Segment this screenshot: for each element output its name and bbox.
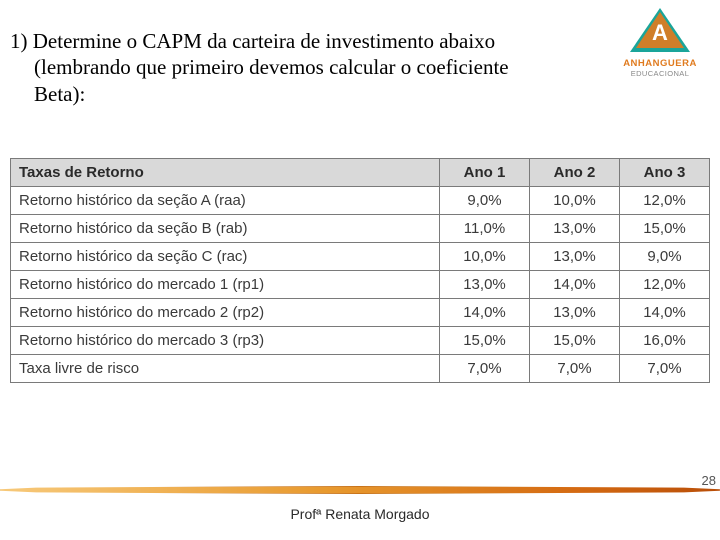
logo: A ANHANGUERA EDUCACIONAL <box>610 8 710 78</box>
question-line2: (lembrando que primeiro devemos calcular… <box>10 54 580 80</box>
row-ano2: 13,0% <box>530 299 620 327</box>
row-label: Retorno histórico do mercado 2 (rp2) <box>11 299 440 327</box>
row-ano2: 10,0% <box>530 187 620 215</box>
page-number: 28 <box>702 473 716 488</box>
logo-mark-icon: A <box>630 8 690 56</box>
row-ano3: 12,0% <box>620 271 710 299</box>
row-label: Retorno histórico da seção A (raa) <box>11 187 440 215</box>
row-ano1: 13,0% <box>440 271 530 299</box>
table-row: Retorno histórico do mercado 3 (rp3)15,0… <box>11 327 710 355</box>
row-ano1: 10,0% <box>440 243 530 271</box>
table-row: Taxa livre de risco7,0%7,0%7,0% <box>11 355 710 383</box>
logo-brand: ANHANGUERA <box>610 58 710 69</box>
footer-divider <box>0 486 720 494</box>
question-line1: 1) Determine o CAPM da carteira de inves… <box>10 29 495 53</box>
col-header-ano3: Ano 3 <box>620 159 710 187</box>
logo-sub: EDUCACIONAL <box>610 69 710 78</box>
row-ano3: 7,0% <box>620 355 710 383</box>
row-ano1: 7,0% <box>440 355 530 383</box>
question-text: 1) Determine o CAPM da carteira de inves… <box>10 28 580 107</box>
row-ano2: 15,0% <box>530 327 620 355</box>
data-table: Taxas de Retorno Ano 1 Ano 2 Ano 3 Retor… <box>10 158 710 383</box>
row-ano2: 13,0% <box>530 243 620 271</box>
row-ano1: 15,0% <box>440 327 530 355</box>
row-ano2: 7,0% <box>530 355 620 383</box>
row-ano3: 14,0% <box>620 299 710 327</box>
row-ano1: 14,0% <box>440 299 530 327</box>
col-header-label: Taxas de Retorno <box>11 159 440 187</box>
row-ano2: 13,0% <box>530 215 620 243</box>
table-row: Retorno histórico da seção A (raa)9,0%10… <box>11 187 710 215</box>
row-ano1: 9,0% <box>440 187 530 215</box>
row-ano3: 9,0% <box>620 243 710 271</box>
row-ano3: 15,0% <box>620 215 710 243</box>
row-label: Retorno histórico da seção B (rab) <box>11 215 440 243</box>
row-ano3: 16,0% <box>620 327 710 355</box>
row-ano1: 11,0% <box>440 215 530 243</box>
row-label: Taxa livre de risco <box>11 355 440 383</box>
footer-author: Profª Renata Morgado <box>0 506 720 522</box>
col-header-ano2: Ano 2 <box>530 159 620 187</box>
table-row: Retorno histórico da seção B (rab)11,0%1… <box>11 215 710 243</box>
table-row: Retorno histórico da seção C (rac)10,0%1… <box>11 243 710 271</box>
row-label: Retorno histórico da seção C (rac) <box>11 243 440 271</box>
row-ano2: 14,0% <box>530 271 620 299</box>
table-row: Retorno histórico do mercado 1 (rp1)13,0… <box>11 271 710 299</box>
row-label: Retorno histórico do mercado 1 (rp1) <box>11 271 440 299</box>
row-ano3: 12,0% <box>620 187 710 215</box>
table-header-row: Taxas de Retorno Ano 1 Ano 2 Ano 3 <box>11 159 710 187</box>
table-row: Retorno histórico do mercado 2 (rp2)14,0… <box>11 299 710 327</box>
question-line3: Beta): <box>10 81 580 107</box>
slide: 1) Determine o CAPM da carteira de inves… <box>0 0 720 540</box>
row-label: Retorno histórico do mercado 3 (rp3) <box>11 327 440 355</box>
col-header-ano1: Ano 1 <box>440 159 530 187</box>
